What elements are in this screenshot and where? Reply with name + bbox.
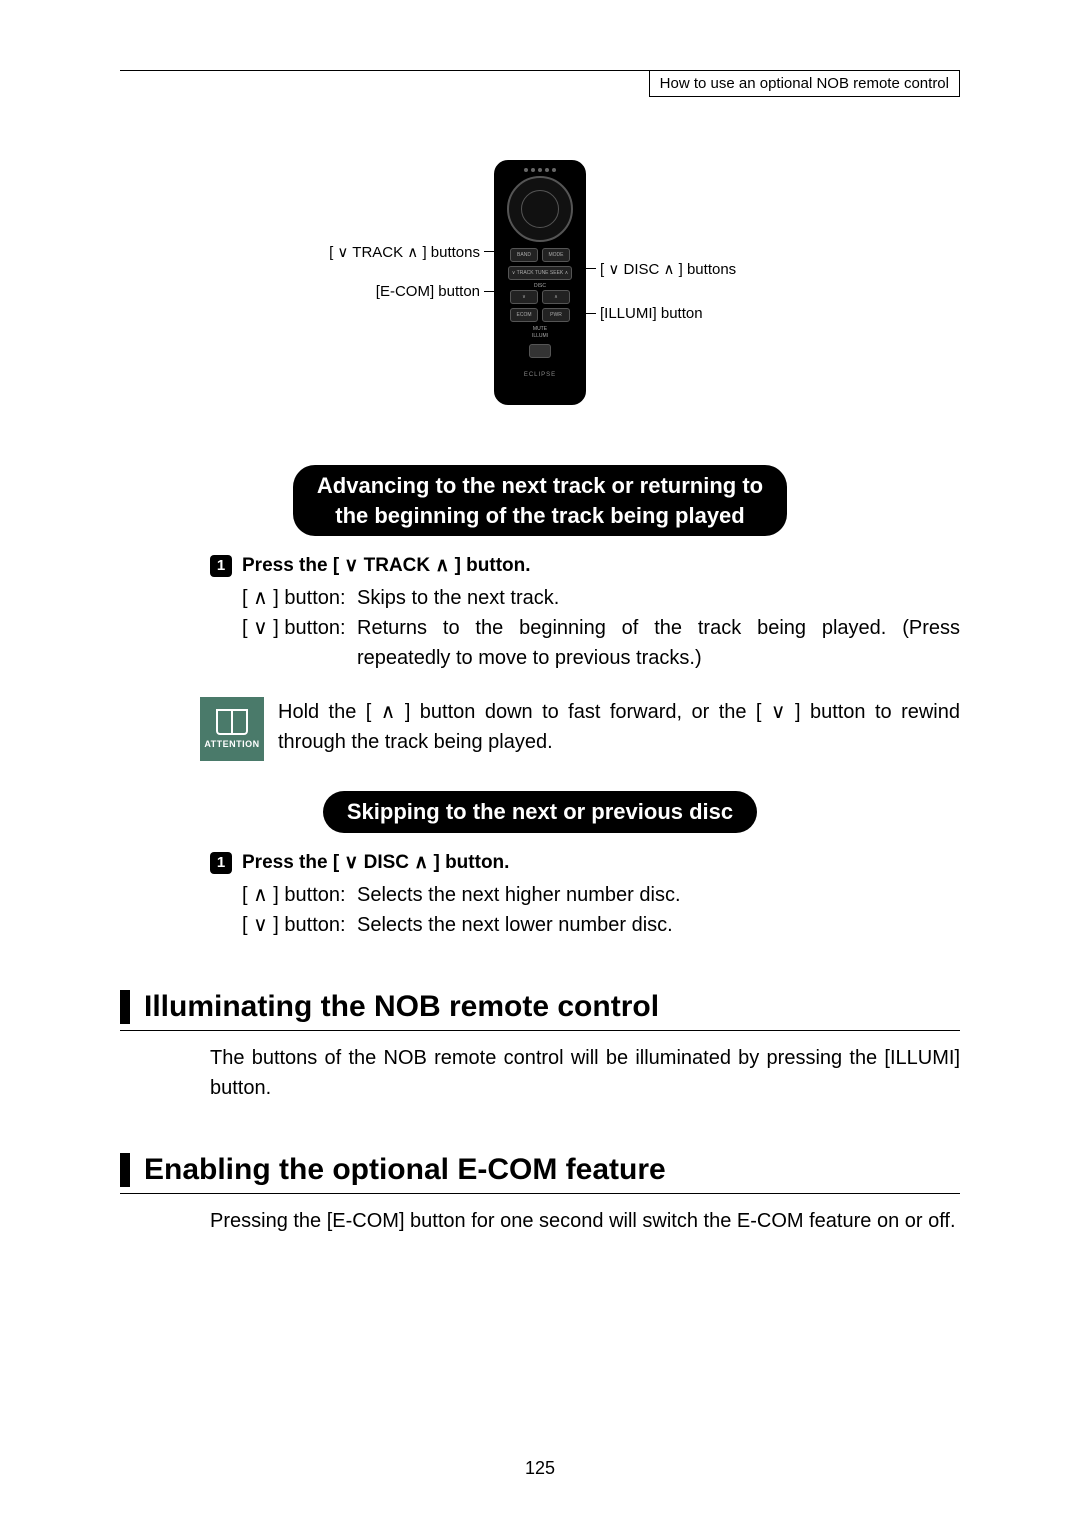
down-button-desc: Selects the next lower number disc. bbox=[357, 910, 960, 940]
remote-disc-label: DISC bbox=[534, 283, 546, 289]
callout-ecom-button: [E-COM] button bbox=[376, 283, 480, 300]
remote-mute-label: MUTE bbox=[533, 326, 547, 332]
step-number-icon: 1 bbox=[210, 555, 232, 577]
up-button-desc: Selects the next higher number disc. bbox=[357, 880, 960, 910]
callout-disc-buttons: [ ∨ DISC ∧ ] buttons bbox=[600, 260, 736, 278]
callout-track-buttons: [ ∨ TRACK ∧ ] buttons bbox=[329, 243, 480, 261]
body-illuminating: The buttons of the NOB remote control wi… bbox=[210, 1043, 960, 1103]
attention-label: ATTENTION bbox=[204, 739, 259, 749]
h2-bar-icon bbox=[120, 1153, 130, 1187]
up-button-label: [ ∧ ] button: bbox=[242, 583, 357, 613]
h2-illuminating: Illuminating the NOB remote control bbox=[120, 990, 960, 1031]
callout-illumi-button: [ILLUMI] button bbox=[600, 305, 703, 322]
remote-device: BAND MODE ∨ TRACK TUNE SEEK ∧ DISC ∨ ∧ E… bbox=[494, 160, 586, 405]
remote-brand: ECLIPSE bbox=[524, 372, 556, 378]
up-button-label: [ ∧ ] button: bbox=[242, 880, 357, 910]
pill-skipping: Skipping to the next or previous disc bbox=[323, 791, 757, 833]
remote-track-button: ∨ TRACK TUNE SEEK ∧ bbox=[508, 266, 572, 280]
remote-illumi-button bbox=[529, 344, 551, 358]
body-ecom: Pressing the [E-COM] button for one seco… bbox=[210, 1206, 960, 1236]
h2-title: Illuminating the NOB remote control bbox=[144, 990, 659, 1024]
attention-text: Hold the [ ∧ ] button down to fast forwa… bbox=[278, 697, 960, 757]
remote-diagram: [ ∨ TRACK ∧ ] buttons [E-COM] button [ ∨… bbox=[120, 147, 960, 417]
attention-icon: ATTENTION bbox=[200, 697, 264, 761]
remote-ecom-button: ECOM bbox=[510, 308, 538, 322]
book-icon bbox=[216, 709, 248, 735]
step-block-track: 1 Press the [ ∨ TRACK ∧ ] button. [ ∧ ] … bbox=[210, 554, 960, 673]
step-block-disc: 1 Press the [ ∨ DISC ∧ ] button. [ ∧ ] b… bbox=[210, 851, 960, 940]
remote-illumi-label: ILLUMI bbox=[532, 333, 548, 339]
attention-block: ATTENTION Hold the [ ∧ ] button down to … bbox=[200, 697, 960, 761]
pill-advancing: Advancing to the next track or returning… bbox=[293, 465, 787, 536]
header-box: How to use an optional NOB remote contro… bbox=[649, 70, 960, 97]
remote-dial-icon bbox=[507, 176, 573, 242]
step-title: Press the [ ∨ DISC ∧ ] button. bbox=[242, 851, 509, 874]
remote-pwr-button: PWR bbox=[542, 308, 570, 322]
h2-ecom: Enabling the optional E-COM feature bbox=[120, 1153, 960, 1194]
up-button-desc: Skips to the next track. bbox=[357, 583, 960, 613]
remote-disc-up-icon: ∧ bbox=[542, 290, 570, 304]
pill-text: Advancing to the next track or returning… bbox=[317, 473, 763, 528]
h2-bar-icon bbox=[120, 990, 130, 1024]
h2-title: Enabling the optional E-COM feature bbox=[144, 1153, 666, 1187]
down-button-desc: Returns to the beginning of the track be… bbox=[357, 613, 960, 673]
step-number-icon: 1 bbox=[210, 852, 232, 874]
remote-band-button: BAND bbox=[510, 248, 538, 262]
step-title: Press the [ ∨ TRACK ∧ ] button. bbox=[242, 554, 531, 577]
remote-disc-down-icon: ∨ bbox=[510, 290, 538, 304]
down-button-label: [ ∨ ] button: bbox=[242, 613, 357, 673]
remote-mode-button: MODE bbox=[542, 248, 570, 262]
down-button-label: [ ∨ ] button: bbox=[242, 910, 357, 940]
page-number: 125 bbox=[0, 1458, 1080, 1479]
